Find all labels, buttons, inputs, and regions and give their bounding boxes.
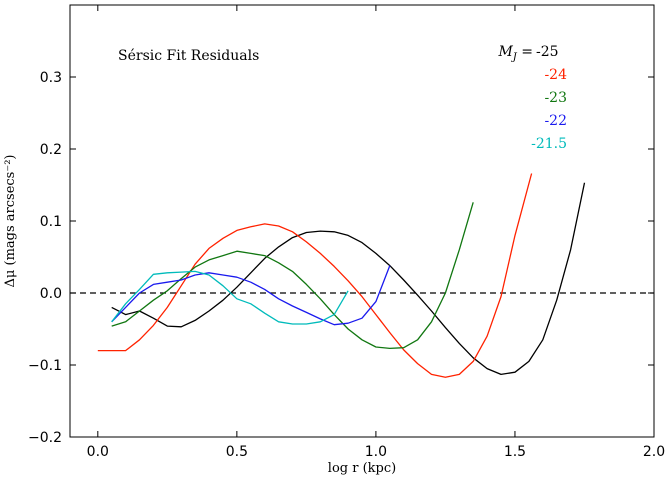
series-line-_24 [97, 173, 533, 378]
x-tick-label: 0.5 [226, 444, 248, 460]
legend-entry--21.5: -21.5 [531, 136, 567, 152]
series-line-_25 [111, 182, 586, 376]
data-series-group [97, 173, 586, 378]
x-tick-label: 1.5 [504, 444, 526, 460]
y-tick-label: 0.1 [40, 214, 62, 230]
y-axis-title: Δμ (mags arcsecs⁻²) [3, 155, 18, 288]
legend-title: MJ = [497, 44, 533, 63]
legend: MJ = -25 -24 -23 -22 -21.5 [497, 44, 567, 152]
legend-title-symbol: M [497, 44, 513, 60]
legend-entry--23: -23 [544, 90, 567, 106]
chart-annotation: Sérsic Fit Residuals [118, 48, 259, 64]
x-tick-label: 2.0 [643, 444, 665, 460]
legend-entry--24: -24 [544, 67, 567, 83]
y-tick-label: −0.2 [28, 430, 62, 446]
y-tick-label: 0.2 [40, 142, 62, 158]
axis-ticks: 0.0 0.5 1.0 1.5 2.0 −0.2 −0.1 0.0 0.1 0.2 0.3 [28, 5, 665, 460]
x-tick-label: 1.0 [365, 444, 387, 460]
series-line-_22 [111, 265, 391, 326]
y-tick-label: 0.0 [40, 286, 62, 302]
x-tick-label: 0.0 [87, 444, 109, 460]
y-tick-label: −0.1 [28, 358, 62, 374]
y-tick-label: 0.3 [40, 70, 62, 86]
series-line-_21_5 [111, 270, 349, 325]
legend-title-subscript: J [511, 52, 518, 63]
legend-entry--25: -25 [536, 44, 559, 60]
legend-entry--22: -22 [544, 113, 567, 129]
series-line-_23 [111, 202, 474, 350]
legend-title-equals: = [517, 44, 533, 60]
x-axis-title: log r (kpc) [328, 461, 396, 476]
